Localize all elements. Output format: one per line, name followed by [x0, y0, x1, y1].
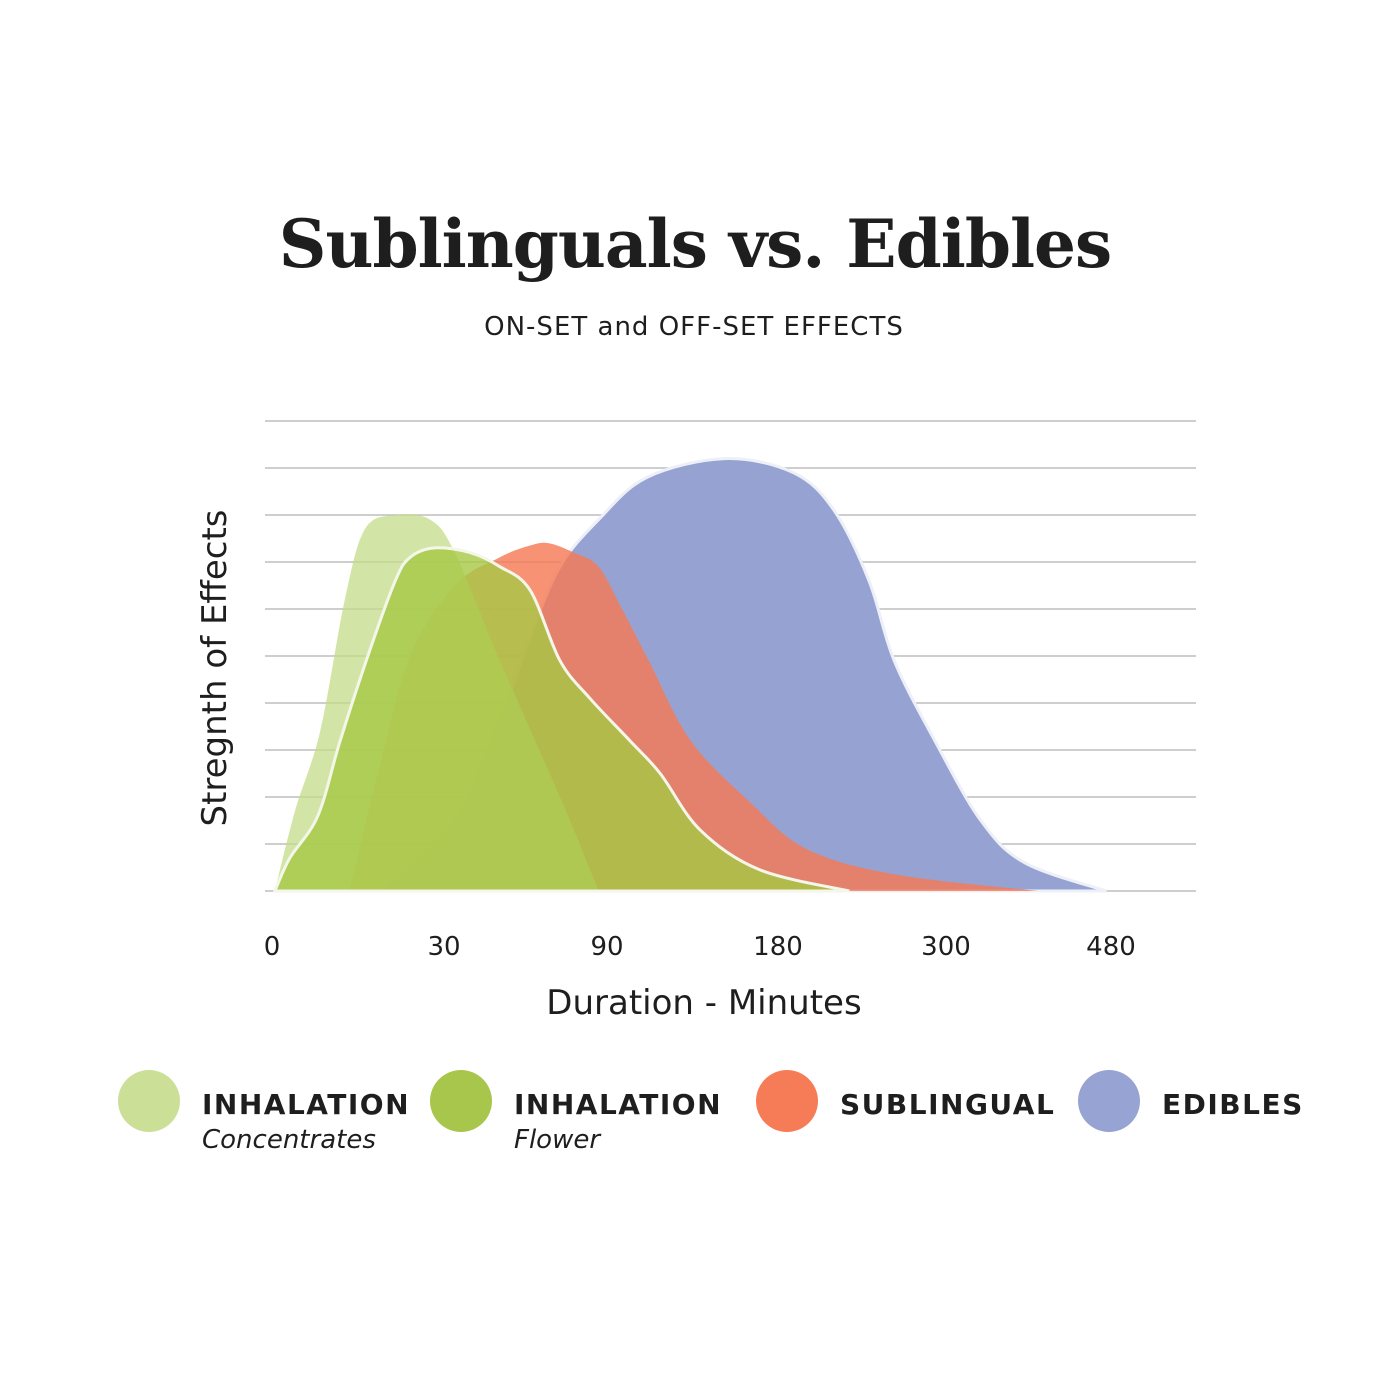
legend-swatch [1078, 1070, 1140, 1132]
x-axis-label: Duration - Minutes [546, 983, 861, 1023]
legend-item-edibles: EDIBLES [1078, 1070, 1304, 1132]
legend-item-flower: INHALATION Flower [430, 1070, 722, 1155]
x-tick-label: 30 [427, 932, 460, 962]
legend-swatch [756, 1070, 818, 1132]
x-tick-label: 90 [590, 932, 623, 962]
legend-item-concentrates: INHALATION Concentrates [118, 1070, 410, 1155]
legend-label: INHALATION [514, 1088, 723, 1121]
y-axis-label: Stregnth of Effects [195, 509, 235, 826]
chart-title: Sublinguals vs. Edibles [278, 205, 1112, 283]
x-tick-label: 0 [264, 932, 281, 962]
chart-subtitle: ON-SET and OFF-SET EFFECTS [484, 312, 904, 342]
x-tick-label: 180 [753, 932, 803, 962]
legend-sublabel: Flower [514, 1125, 601, 1155]
legend-swatch [430, 1070, 492, 1132]
area-inhalation-flower [272, 546, 850, 893]
x-tick-label: 480 [1086, 932, 1136, 962]
legend-label: EDIBLES [1162, 1088, 1304, 1121]
legend-sublabel: Concentrates [202, 1125, 376, 1155]
legend-swatch [118, 1070, 180, 1132]
legend-label: INHALATION [202, 1088, 411, 1121]
legend-label: SUBLINGUAL [840, 1088, 1056, 1121]
x-tick-label: 300 [921, 932, 971, 962]
legend-item-sublingual: SUBLINGUAL [756, 1070, 1055, 1132]
